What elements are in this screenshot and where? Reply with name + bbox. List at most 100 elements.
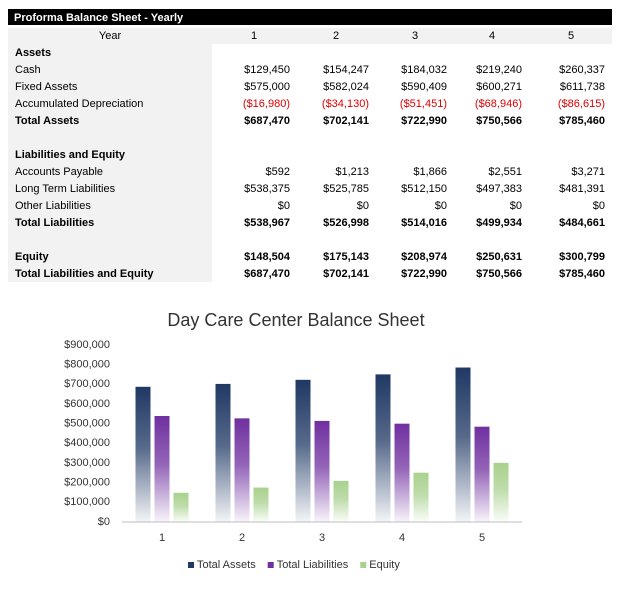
section-title: Assets	[15, 47, 51, 59]
cell-value: $154,247	[323, 64, 369, 76]
cell-value: $0	[593, 200, 605, 212]
cell-value: $785,460	[559, 115, 605, 127]
cell-value: $750,566	[476, 115, 522, 127]
row-label: Total Liabilities and Equity	[15, 268, 154, 280]
bar	[154, 416, 170, 522]
chart-title: Day Care Center Balance Sheet	[167, 310, 424, 330]
cell-value: ($34,130)	[322, 98, 369, 110]
cell-value: $219,240	[476, 64, 522, 76]
cell-value: $702,141	[323, 115, 369, 127]
cell-value: $538,375	[244, 183, 290, 195]
row-label: Accounts Payable	[15, 166, 103, 178]
bar	[215, 383, 231, 522]
x-tick-label: 5	[479, 532, 485, 544]
header-cell: 1	[251, 30, 257, 42]
cell-value: $687,470	[244, 115, 290, 127]
legend-swatch	[267, 562, 274, 568]
cell-value: $750,566	[476, 268, 522, 280]
cell-value: ($68,946)	[475, 98, 522, 110]
bar	[234, 418, 250, 522]
row-label: Other Liabilities	[15, 200, 91, 212]
row-label: Fixed Assets	[15, 81, 78, 93]
y-tick-label: $400,000	[64, 437, 110, 449]
cell-value: $175,143	[323, 251, 369, 263]
cell-value: $514,016	[401, 217, 447, 229]
y-tick-label: $0	[98, 516, 110, 528]
sheet-title: Proforma Balance Sheet - Yearly	[14, 12, 184, 24]
cell-value: $129,450	[244, 64, 290, 76]
cell-value: $525,785	[323, 183, 369, 195]
cell-value: $526,998	[323, 217, 369, 229]
cell-value: $481,391	[559, 183, 605, 195]
row-label: Total Liabilities	[15, 217, 94, 229]
cell-value: $0	[357, 200, 369, 212]
y-tick-label: $900,000	[64, 339, 110, 351]
x-tick-label: 3	[319, 532, 325, 544]
bar	[173, 492, 189, 522]
cell-value: ($16,980)	[243, 98, 290, 110]
section-title: Liabilities and Equity	[15, 149, 126, 161]
bar	[493, 462, 509, 522]
cell-value: $1,866	[413, 166, 447, 178]
cell-value: $592	[266, 166, 290, 178]
cell-value: ($51,451)	[400, 98, 447, 110]
cell-value: $208,974	[401, 251, 448, 263]
bar	[375, 374, 391, 522]
row-label: Cash	[15, 64, 41, 76]
cell-value: $687,470	[244, 268, 290, 280]
row-label: Accumulated Depreciation	[15, 98, 143, 110]
header-band	[8, 28, 612, 44]
cell-value: $0	[435, 200, 447, 212]
bar	[295, 379, 311, 522]
cell-value: $497,383	[476, 183, 522, 195]
cell-value: $722,990	[401, 115, 447, 127]
cell-value: $2,551	[488, 166, 522, 178]
cell-value: $0	[510, 200, 522, 212]
bar	[455, 367, 471, 522]
cell-value: $611,738	[560, 81, 605, 93]
y-tick-label: $500,000	[64, 418, 110, 430]
x-tick-label: 4	[399, 532, 405, 544]
bar	[333, 480, 349, 522]
cell-value: $0	[278, 200, 290, 212]
header-cell: 2	[333, 30, 339, 42]
legend-label: Total Liabilities	[277, 559, 349, 571]
y-tick-label: $300,000	[64, 457, 110, 469]
bar	[394, 423, 410, 522]
bar	[135, 386, 151, 522]
title-bar	[8, 9, 612, 25]
row-label: Long Term Liabilities	[15, 183, 116, 195]
bar	[253, 487, 269, 522]
header-cell: 4	[489, 30, 495, 42]
legend-swatch	[188, 562, 194, 568]
legend-swatch	[360, 562, 367, 568]
header-cell: 5	[568, 30, 574, 42]
cell-value: ($86,615)	[558, 98, 605, 110]
cell-value: $1,213	[335, 166, 369, 178]
cell-value: $3,271	[571, 166, 605, 178]
x-tick-label: 1	[159, 532, 165, 544]
cell-value: $184,032	[401, 64, 447, 76]
cell-value: $600,271	[476, 81, 522, 93]
cell-value: $484,661	[559, 217, 605, 229]
cell-value: $575,000	[244, 81, 290, 93]
y-tick-label: $200,000	[64, 477, 110, 489]
header-cell: Year	[99, 30, 122, 42]
cell-value: $538,967	[244, 217, 290, 229]
y-tick-label: $800,000	[64, 359, 110, 371]
cell-value: $512,150	[401, 183, 447, 195]
bar	[413, 472, 429, 522]
cell-value: $785,460	[559, 268, 605, 280]
cell-value: $702,141	[323, 268, 369, 280]
y-tick-label: $100,000	[64, 496, 110, 508]
y-tick-label: $600,000	[64, 398, 110, 410]
cell-value: $722,990	[401, 268, 447, 280]
row-label: Equity	[15, 251, 49, 263]
cell-value: $148,504	[244, 251, 291, 263]
label-column-band	[8, 44, 212, 282]
legend-label: Total Assets	[197, 559, 256, 571]
cell-value: $499,934	[476, 217, 523, 229]
cell-value: $300,799	[559, 251, 605, 263]
